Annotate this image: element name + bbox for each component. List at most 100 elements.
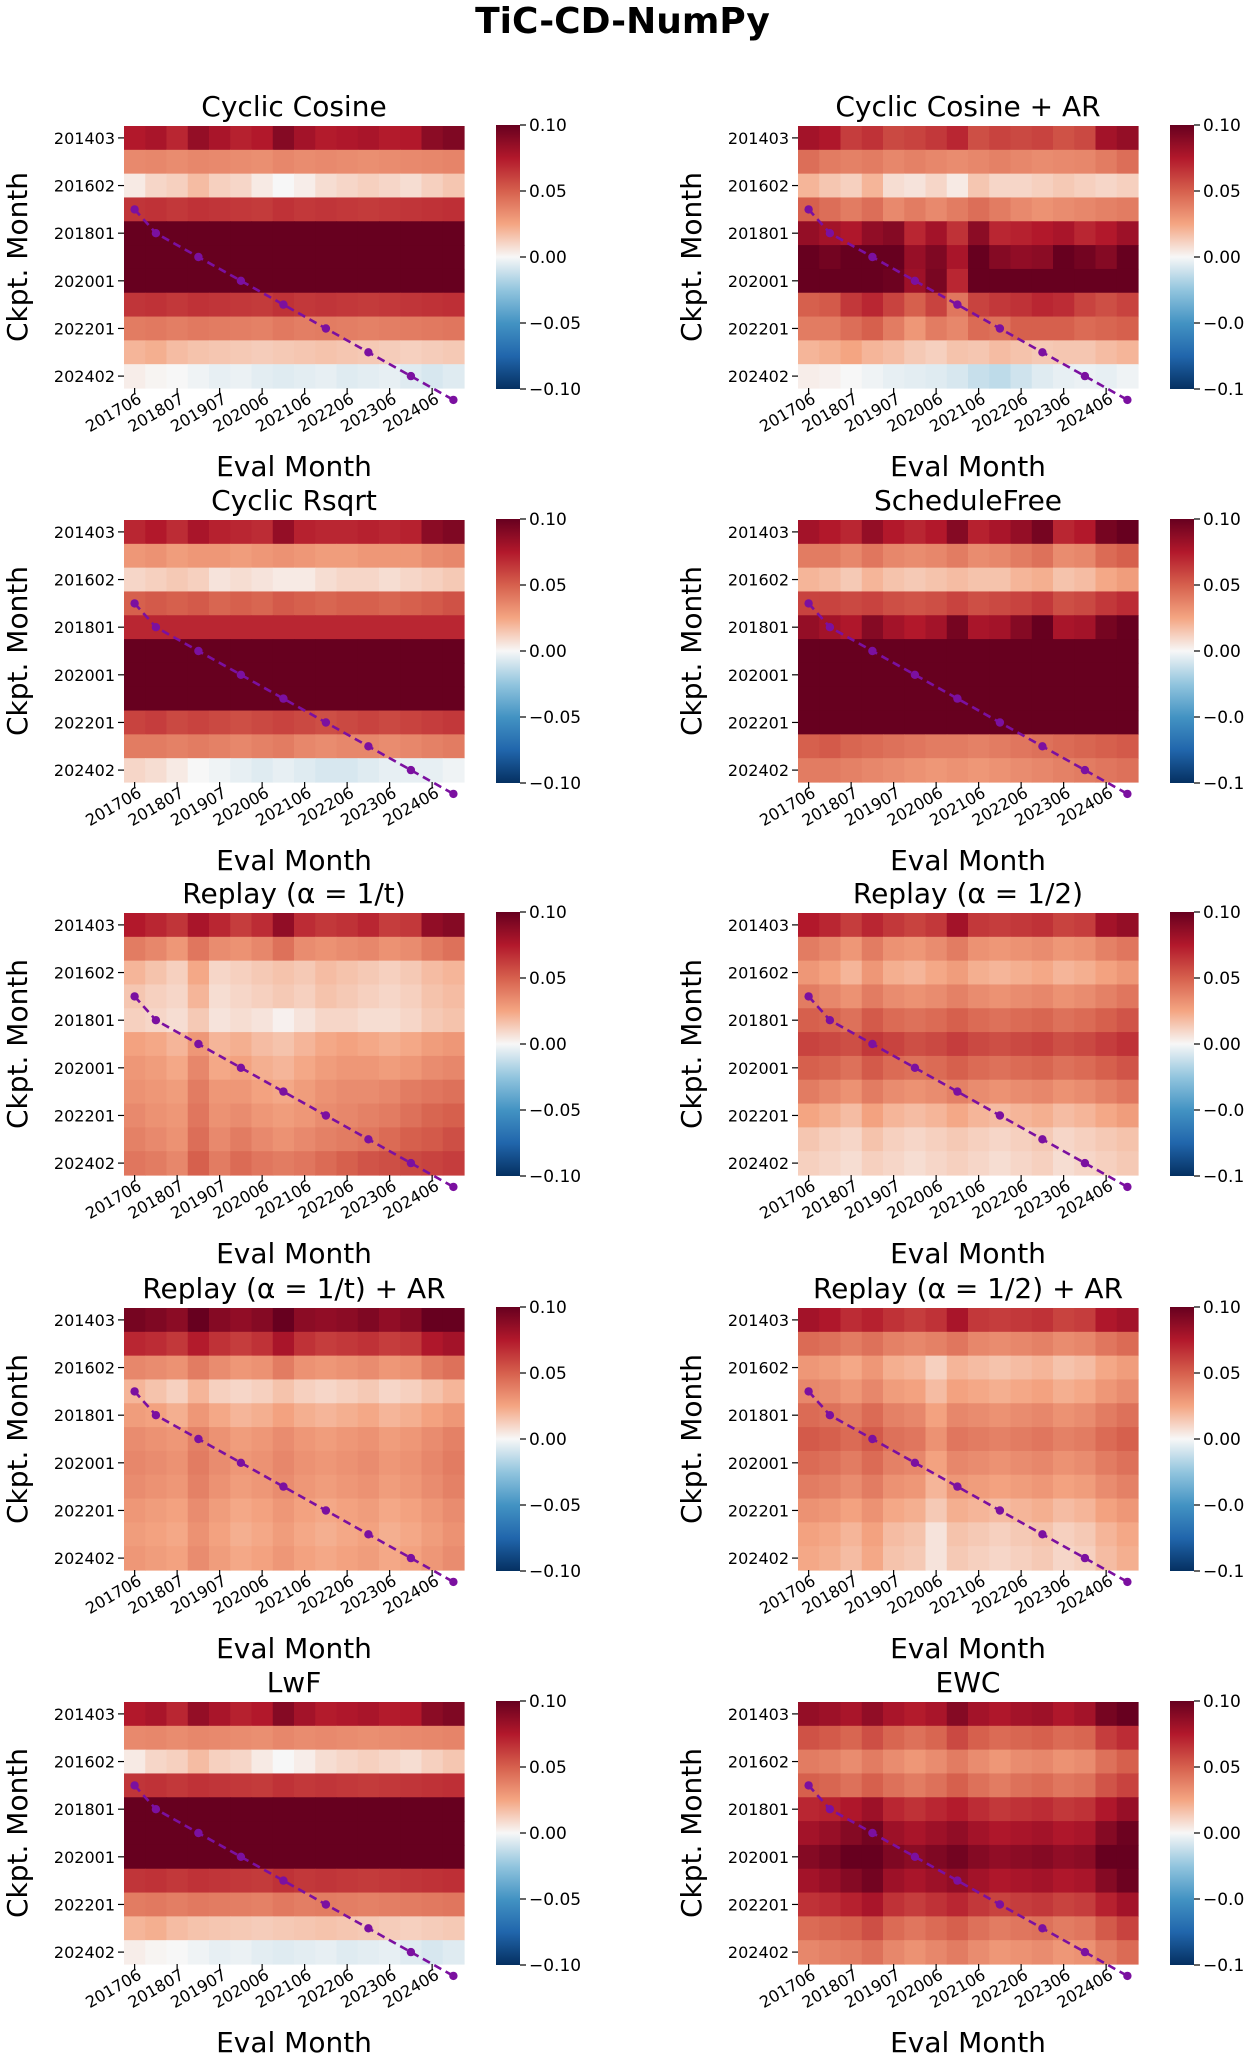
heatmap-cell [1116,520,1139,545]
trajectory-point [910,276,920,285]
heatmap-cell [819,1151,842,1176]
heatmap-cell [1095,1450,1118,1476]
heatmap-cell [400,126,423,151]
trajectory-point [279,300,288,309]
heatmap-cell [989,173,1012,199]
y-tick-label: 202001 [54,1454,115,1473]
heatmap-cell [861,1702,884,1727]
heatmap-cell [124,1844,146,1870]
x-axis-label: Eval Month [216,450,372,483]
heatmap-cell [1116,1916,1139,1941]
heatmap-cell [1053,567,1075,593]
heatmap-cell [798,268,820,294]
heatmap-cell [294,364,316,389]
heatmap-cell [315,149,338,175]
heatmap-cell [145,1702,168,1727]
heatmap-cell [379,1522,401,1547]
heatmap-cell [1031,316,1054,341]
heatmap-cell [925,1940,948,1965]
heatmap-cell [230,615,253,640]
trajectory-point [804,992,813,1001]
heatmap-cell [989,1522,1012,1547]
heatmap-cell [209,734,231,759]
heatmap-cell [840,984,863,1009]
heatmap-cell [379,1749,401,1775]
heatmap-cell [840,1127,863,1152]
heatmap-cell [1095,221,1118,246]
heatmap-cell [1053,1940,1075,1965]
heatmap-cell [209,1868,231,1894]
heatmap-cell [989,615,1012,640]
heatmap-cell [230,543,253,569]
heatmap-cell [187,984,210,1009]
heatmap-cell [1031,960,1054,986]
y-tick-label: 201801 [54,618,115,637]
heatmap-cell [861,1151,884,1176]
heatmap-cell [1074,149,1097,175]
heatmap-cell [421,1055,444,1081]
heatmap-cell [336,1821,359,1846]
heatmap-cell [272,1308,295,1333]
heatmap-cell [124,1450,146,1476]
heatmap-cell [145,1151,168,1176]
heatmap-cell [400,686,423,712]
heatmap-cell [442,1702,465,1727]
heatmap-cell [1010,149,1033,175]
heatmap-cell [400,543,423,569]
heatmap-cell [145,984,168,1009]
heatmap-cell [421,1916,444,1941]
trajectory-point [321,1506,331,1515]
heatmap-cell [442,615,465,640]
heatmap-cell [840,1892,863,1917]
heatmap-cell [840,126,863,151]
heatmap-cell [861,197,884,222]
heatmap-cell [1053,364,1075,389]
heatmap-cell [251,662,274,688]
heatmap-cell [904,1355,927,1381]
heatmap-cell [166,1055,189,1081]
heatmap-cell [840,1379,863,1404]
heatmap-cell [819,1868,842,1894]
heatmap-cell [251,1797,274,1822]
heatmap-cell [421,197,444,222]
trajectory-point [406,1158,416,1168]
heatmap-cell [1095,1797,1118,1822]
trajectory-point [130,205,139,214]
heatmap-cell [861,1916,884,1941]
heatmap-cell [798,1892,820,1917]
heatmap-cell [1010,316,1033,341]
heatmap-cell [904,710,927,735]
trajectory-point [321,1111,331,1120]
colorbar-tick-label: −0.05 [1203,708,1245,728]
heatmap-cell [925,567,948,593]
heatmap-cell [1010,984,1033,1009]
heatmap-cell [187,1522,210,1547]
y-tick-label: 201602 [728,1359,789,1378]
heatmap-cell [379,1474,401,1500]
heatmap-cell [883,1522,905,1547]
trajectory-point [321,324,331,333]
heatmap-cell [209,1725,231,1751]
heatmap-cell [251,984,274,1009]
heatmap-cell [1095,1103,1118,1128]
heatmap-cell [883,591,905,616]
heatmap-cell [1010,734,1033,759]
heatmap-cell [315,639,338,664]
heatmap-cell [442,1892,465,1917]
heatmap-cell [1095,1522,1118,1547]
heatmap-cell [1095,340,1118,365]
heatmap-cell [421,1546,444,1571]
heatmap-cell [145,316,168,341]
heatmap-cell [946,1940,969,1965]
heatmap-cell [946,615,969,640]
trajectory-point [130,1387,139,1396]
colorbar-tick-label: −0.10 [1203,1562,1245,1582]
heatmap-cell [145,149,168,175]
heatmap-cell [946,1308,969,1333]
heatmap-cell [968,1127,990,1152]
heatmap-cell [883,1079,905,1105]
heatmap-cell [400,1331,423,1357]
heatmap-cell [1010,1498,1033,1523]
trajectory-point [321,718,331,727]
heatmap-cell [1053,1892,1075,1917]
